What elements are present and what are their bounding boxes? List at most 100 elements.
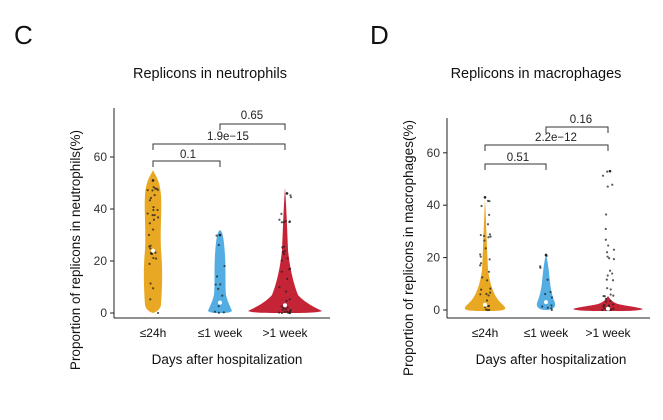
y-tick-label-20-d: 20 — [427, 251, 441, 265]
point — [156, 311, 160, 315]
point — [152, 185, 155, 189]
bracket-1-d — [484, 163, 547, 170]
point — [488, 258, 491, 261]
point — [152, 287, 155, 290]
point — [605, 300, 608, 303]
point — [602, 294, 605, 298]
point — [149, 282, 152, 285]
point — [289, 194, 292, 197]
point — [282, 221, 285, 224]
point — [487, 270, 491, 273]
violin-body-le1week-c — [208, 230, 232, 313]
point — [489, 287, 492, 290]
point — [213, 310, 217, 313]
point — [541, 305, 544, 308]
point — [278, 218, 281, 221]
point — [481, 276, 484, 279]
max-point-1-d — [483, 196, 487, 199]
max-point-3-c — [285, 192, 289, 195]
point — [544, 292, 547, 296]
bracket-1-c — [152, 160, 221, 167]
point — [488, 308, 491, 312]
violin-le1week-c — [208, 230, 232, 313]
point — [484, 308, 487, 311]
x-tick-labels-d: ≤24h ≤1 week >1 week — [472, 326, 632, 340]
point — [480, 288, 483, 291]
point — [286, 310, 289, 313]
point — [608, 269, 612, 272]
y-tick-label-0-d: 0 — [433, 303, 440, 317]
point — [156, 188, 159, 191]
point — [487, 294, 490, 297]
point — [282, 252, 286, 256]
y-tick-label-60-d: 60 — [427, 146, 441, 160]
point — [214, 283, 217, 286]
y-tick-label-40-c: 40 — [94, 202, 108, 216]
x-tick-label-2-d: ≤1 week — [524, 326, 570, 340]
point — [487, 305, 490, 308]
x-tick-label-3-d: >1 week — [585, 326, 631, 340]
point — [289, 196, 293, 199]
point — [222, 311, 225, 314]
x-tick-label-2-c: ≤1 week — [198, 326, 244, 340]
y-tick-label-60-c: 60 — [94, 150, 108, 164]
point — [154, 251, 157, 254]
point — [286, 306, 289, 309]
point — [288, 268, 291, 271]
point — [154, 257, 158, 260]
comparison-1-c: 0.1 — [152, 149, 221, 167]
point — [479, 264, 482, 267]
x-tick-label-3-c: >1 week — [262, 326, 308, 340]
point — [609, 288, 612, 291]
point — [152, 208, 155, 212]
point — [280, 221, 283, 224]
point — [148, 262, 151, 265]
comparison-3-c: 0.65 — [219, 110, 286, 130]
point — [609, 293, 612, 296]
panel-letter-d: D — [370, 20, 389, 50]
points-c — [146, 179, 293, 315]
point — [288, 220, 291, 224]
y-ticks-c: 0 20 40 60 — [94, 150, 114, 320]
point — [282, 245, 286, 248]
point — [156, 208, 159, 212]
point — [215, 234, 218, 237]
point — [485, 292, 488, 296]
point — [146, 212, 149, 215]
median-marker-2-d — [544, 300, 548, 305]
point — [217, 287, 220, 290]
point — [149, 196, 153, 200]
point — [611, 272, 614, 275]
median-marker-3-d — [606, 306, 610, 311]
point — [605, 251, 609, 254]
point — [277, 311, 281, 314]
point — [284, 220, 287, 223]
median-marker-3-c — [283, 303, 287, 308]
bracket-3-c — [219, 123, 286, 130]
point — [152, 205, 155, 209]
point — [606, 185, 609, 188]
point — [278, 286, 281, 289]
point — [549, 290, 552, 294]
point — [606, 287, 609, 290]
point — [606, 170, 609, 173]
violin-body-le1week-d — [536, 254, 556, 310]
chart-title-c: Replicons in neutrophils — [133, 66, 287, 82]
y-tick-label-0-c: 0 — [100, 306, 107, 320]
point — [611, 279, 615, 282]
pvalue-2-c: 1.9e−15 — [207, 131, 249, 143]
panel-letter-c: C — [14, 20, 33, 50]
chart-title-d: Replicons in macrophages — [451, 66, 622, 82]
point — [280, 311, 284, 315]
point — [151, 189, 154, 192]
point — [605, 213, 608, 216]
point — [488, 213, 491, 216]
point — [283, 250, 286, 253]
point — [612, 307, 615, 310]
point — [284, 308, 287, 311]
point — [488, 233, 492, 236]
point — [286, 277, 289, 281]
max-point-2-d — [544, 253, 548, 257]
point — [486, 223, 490, 226]
